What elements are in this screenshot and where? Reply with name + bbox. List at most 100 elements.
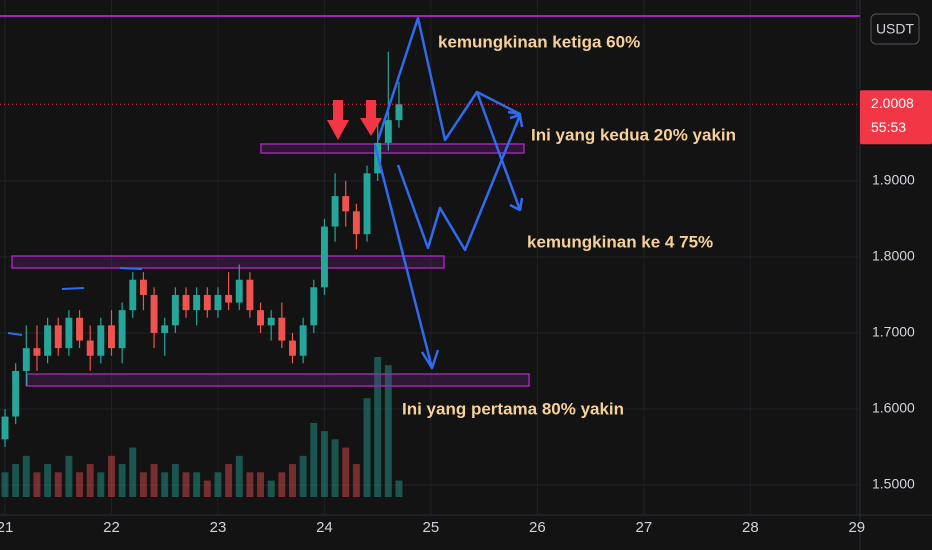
candle-body [86,340,94,356]
projections [327,16,524,370]
y-tick-label: 1.9000 [872,172,915,188]
x-tick-label: 29 [848,519,865,536]
volume-bar [193,472,201,497]
marker-arrow [360,100,382,136]
last-price-label: 2.0008 [871,95,914,111]
candle-body [150,294,158,333]
volume-bar [267,480,275,497]
volume-bar [54,472,62,497]
candle-body [182,294,190,311]
volume-bar [299,455,307,497]
candle-body [12,370,20,417]
x-tick-label: 23 [210,519,227,536]
volume-bar [76,472,83,497]
candle-body [384,120,392,143]
volume-bar [257,472,265,497]
candle-body [395,104,403,121]
volume-bar [108,455,115,497]
volume-bar [374,357,382,497]
volume-bar [278,472,286,497]
volume-bar [161,472,169,497]
y-tick-label: 1.6000 [872,400,915,416]
volume-bar [171,464,179,497]
last-price-box [860,90,932,145]
candle-body [342,196,350,212]
volume-bar [12,464,20,497]
volume-bar [1,472,9,497]
x-tick-label: 25 [423,519,440,536]
projection-arrow [396,113,524,252]
volume-bar [139,472,147,497]
candle-body [310,287,318,326]
x-tick-label: 27 [636,519,653,536]
candle-body [76,317,83,341]
volume-bar [235,455,243,497]
currency-label[interactable]: USDT [876,21,915,37]
volume-bar [225,464,233,497]
candle-body [203,294,211,311]
volume-bar [65,455,73,497]
volume-bar [331,439,339,497]
x-tick-label: 24 [316,519,333,536]
projection-arrow [475,91,524,212]
volume-bar [395,480,403,497]
volume-bar [182,472,190,497]
candle-body [171,294,179,326]
y-tick-label: 1.8000 [872,248,915,264]
candle-body [118,310,126,349]
x-tick-label: 28 [742,519,759,536]
marker-arrow [327,100,349,140]
countdown-label: 55:53 [871,119,906,135]
candle-body [352,211,360,235]
volume-bar [320,431,328,497]
volume-bar [118,464,126,497]
x-tick-label: 26 [529,519,546,536]
volume-bar [22,455,30,497]
candle-body [320,226,328,288]
trend-lines [7,267,143,336]
annotation: kemungkinan ke 4 75% [527,232,713,251]
currency-button[interactable] [870,13,920,45]
volume-bar [214,472,222,497]
candle-body [22,348,30,371]
volume-bar [363,398,371,497]
candle-body [331,196,339,227]
y-tick-label: 1.7000 [872,324,915,340]
candle-body [161,325,169,333]
candle-body [363,173,371,235]
candle-body [44,325,52,356]
annotation: Ini yang pertama 80% yakin [402,399,624,418]
drawings [0,15,860,387]
candle-body [139,279,147,295]
candle-body [225,294,233,303]
candle-body [97,325,105,356]
volume-bar [33,472,41,497]
candle-body [54,325,62,349]
volume-bar [342,447,350,497]
projection-arrow [373,144,440,370]
candle-body [214,294,222,311]
volume-bar [44,464,52,497]
y-tick-label: 1.5000 [872,476,915,492]
volume-bar [289,464,296,497]
candle-body [235,279,243,303]
zone-box [26,373,530,387]
grid [0,0,860,515]
candle-body [65,317,73,349]
zone-box [260,143,525,154]
candle-body [129,279,137,311]
candle-body [1,416,9,440]
candle-body [108,325,115,349]
volume-bar [203,480,211,497]
candle-body [267,317,275,326]
volume-bar [384,365,392,497]
volume-bar [246,472,254,497]
candle-body [193,294,201,311]
candle-body [299,325,307,356]
volume-bar [150,464,158,497]
volume-bar [97,472,105,497]
candle-body [278,317,286,341]
volume-bar [86,464,94,497]
